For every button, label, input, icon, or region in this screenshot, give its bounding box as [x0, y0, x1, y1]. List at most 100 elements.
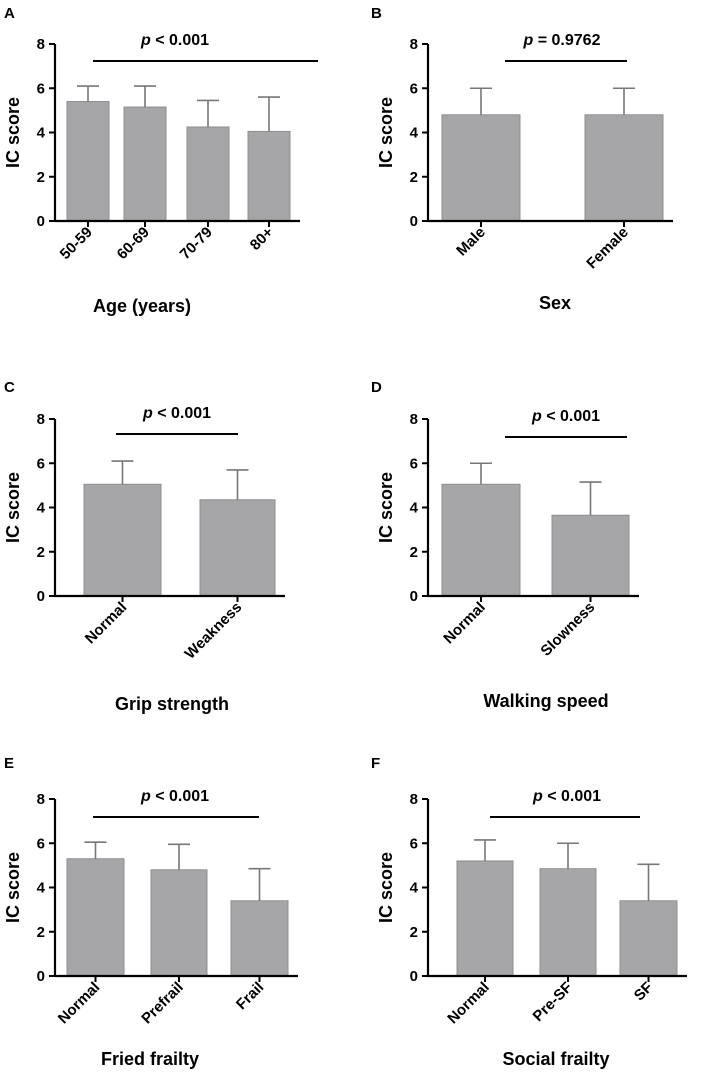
x-axis-title: Fried frailty: [101, 1049, 199, 1069]
x-tick-label: Female: [583, 224, 632, 273]
x-tick-label: 50-59: [57, 224, 96, 263]
x-tick-label: Normal: [444, 979, 493, 1028]
chart-panel-d: D 0 2 4 6 8 Normal Slowness IC score Walking spee…: [371, 379, 639, 711]
y-tick-label: 2: [410, 544, 418, 561]
y-tick-label: 4: [410, 880, 419, 897]
y-tick-label: 2: [37, 924, 45, 941]
y-tick-label: 6: [410, 455, 418, 472]
y-tick-label: 0: [410, 213, 418, 230]
bar: [441, 483, 521, 597]
bar: [584, 114, 664, 222]
x-tick-label: 60-69: [114, 224, 153, 263]
p-value-italic: p: [140, 32, 151, 49]
p-value: p < 0.001: [142, 405, 211, 422]
x-tick-label: 70-79: [177, 224, 216, 263]
p-value-italic: p: [532, 788, 543, 805]
bar: [123, 106, 167, 222]
y-axis-title: IC score: [376, 97, 396, 168]
x-axis-title: Age (years): [93, 296, 191, 316]
p-value-italic: p: [531, 408, 542, 425]
bar: [230, 900, 289, 977]
y-tick-label: 2: [37, 544, 45, 561]
y-tick-label: 6: [37, 455, 45, 472]
x-tick-label: Prefrail: [138, 979, 187, 1028]
y-tick-label: 0: [410, 968, 418, 985]
y-tick-label: 0: [37, 213, 45, 230]
y-axis-title: IC score: [376, 472, 396, 543]
y-tick-label: 4: [410, 500, 419, 517]
x-tick-label: Weakness: [182, 599, 246, 663]
chart-panel-c: C 0 2 4 6 8 Normal Weakness IC score Grip strengt…: [3, 379, 285, 714]
y-tick-label: 4: [37, 125, 46, 142]
bar: [186, 126, 230, 222]
panel-label: A: [4, 5, 15, 22]
chart-panel-f: F 0 2 4 6 8 Normal Pre-SF SF IC score Social frail…: [371, 755, 687, 1069]
panel-label: D: [371, 379, 382, 396]
y-tick-label: 2: [410, 169, 418, 186]
y-tick-label: 8: [410, 791, 418, 808]
bar: [247, 130, 291, 222]
p-value-rest: < 0.001: [151, 788, 209, 805]
y-tick-label: 2: [37, 169, 45, 186]
x-tick-label: Slowness: [537, 599, 598, 660]
bar: [456, 860, 514, 977]
y-tick-label: 6: [37, 80, 45, 97]
bar: [619, 900, 678, 977]
chart-panel-e: E 0 2 4 6 8 Normal Prefrail Frail IC score Fried f…: [3, 755, 298, 1069]
p-value-italic: p: [523, 32, 534, 49]
x-tick-label: Pre-SF: [530, 979, 576, 1025]
p-value-italic: p: [140, 788, 151, 805]
x-tick-label: SF: [631, 979, 657, 1005]
y-tick-label: 6: [410, 80, 418, 97]
p-value-rest: < 0.001: [153, 405, 211, 422]
p-value-rest: < 0.001: [151, 32, 209, 49]
y-tick-label: 0: [37, 968, 45, 985]
bar: [441, 114, 521, 222]
x-tick-label: Frail: [233, 979, 267, 1013]
x-tick-label: Male: [453, 224, 489, 260]
bar: [539, 868, 597, 977]
bar: [66, 858, 125, 977]
x-tick-label: Normal: [82, 599, 131, 648]
x-tick-label: Normal: [440, 599, 489, 648]
bar: [150, 869, 208, 977]
panel-label: B: [371, 5, 382, 22]
panel-label: C: [4, 379, 15, 396]
bar: [199, 499, 276, 597]
p-value-rest: = 0.9762: [533, 32, 600, 49]
y-tick-label: 8: [410, 36, 418, 53]
x-axis-title: Walking speed: [483, 691, 608, 711]
p-value-rest: < 0.001: [542, 408, 600, 425]
x-axis-title: Social frailty: [502, 1049, 609, 1069]
y-tick-label: 6: [37, 835, 45, 852]
y-tick-label: 4: [410, 125, 419, 142]
y-axis-title: IC score: [3, 472, 23, 543]
y-tick-label: 8: [37, 411, 45, 428]
y-tick-label: 8: [410, 411, 418, 428]
p-value: p < 0.001: [532, 788, 601, 805]
x-axis-title: Grip strength: [115, 694, 229, 714]
p-value: p < 0.001: [140, 32, 209, 49]
bar: [551, 514, 630, 597]
y-axis-title: IC score: [3, 852, 23, 923]
chart-panel-a: A 0 2 4 6 8 50-59 60-69 70-79 80+ IC score Age (yea…: [3, 5, 318, 316]
chart-panel-b: B 0 2 4 6 8 Male Female IC score Sex p = 0.9762: [371, 5, 673, 313]
y-tick-label: 8: [37, 791, 45, 808]
panel-label: F: [371, 755, 380, 772]
x-axis-title: Sex: [539, 293, 571, 313]
p-value-rest: < 0.001: [543, 788, 601, 805]
p-value-italic: p: [142, 405, 153, 422]
p-value: p < 0.001: [140, 788, 209, 805]
y-tick-label: 4: [37, 880, 46, 897]
y-tick-label: 0: [410, 588, 418, 605]
y-tick-label: 8: [37, 36, 45, 53]
y-axis-title: IC score: [376, 852, 396, 923]
bar: [66, 101, 110, 222]
x-tick-label: Normal: [55, 979, 104, 1028]
y-tick-label: 0: [37, 588, 45, 605]
p-value: p < 0.001: [531, 408, 600, 425]
y-tick-label: 2: [410, 924, 418, 941]
x-tick-label: 80+: [247, 224, 277, 254]
panel-label: E: [4, 755, 14, 772]
